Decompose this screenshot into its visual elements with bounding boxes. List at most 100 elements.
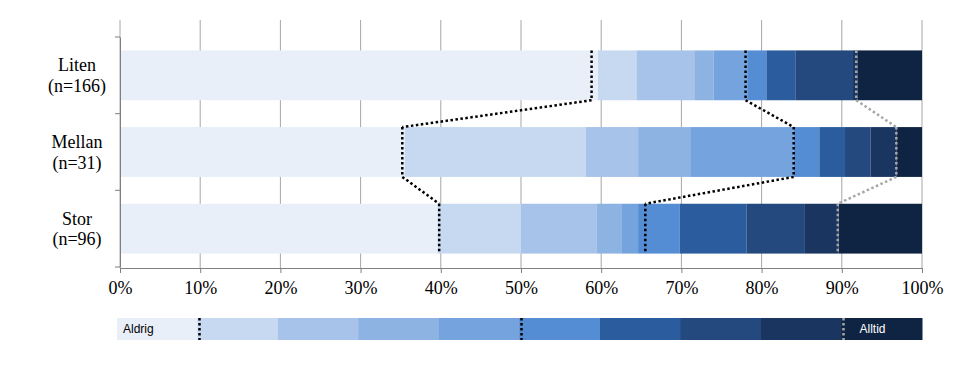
marker-connector bbox=[645, 177, 793, 204]
x-tick: 20% bbox=[264, 268, 297, 298]
y-tick-label: Stor(n=96) bbox=[52, 209, 101, 251]
bar-segment bbox=[795, 50, 853, 100]
grid-line bbox=[120, 20, 121, 268]
y-axis-line bbox=[120, 38, 121, 268]
legend-swatch bbox=[600, 318, 681, 340]
legend-swatch bbox=[439, 318, 520, 340]
x-tick-label: 100% bbox=[902, 278, 944, 298]
x-tick-mark bbox=[120, 268, 121, 273]
x-tick: 10% bbox=[184, 268, 217, 298]
legend-swatch bbox=[278, 318, 359, 340]
x-tick-label: 70% bbox=[665, 278, 698, 298]
y-tick: Liten(n=166) bbox=[48, 55, 120, 97]
bar-segment bbox=[598, 50, 636, 100]
x-tick-label: 50% bbox=[505, 278, 538, 298]
marker bbox=[792, 127, 795, 177]
bar-segment bbox=[766, 50, 795, 100]
x-tick-label: 90% bbox=[826, 278, 859, 298]
legend-swatch bbox=[681, 318, 762, 340]
x-tick-label: 60% bbox=[585, 278, 618, 298]
bar-segment bbox=[746, 204, 805, 254]
legend-swatch bbox=[842, 318, 923, 340]
bar-segment bbox=[521, 204, 596, 254]
x-tick-mark bbox=[762, 268, 763, 273]
x-tick-mark bbox=[842, 268, 843, 273]
legend-marker bbox=[520, 318, 523, 340]
x-tick-mark bbox=[441, 268, 442, 273]
marker bbox=[401, 127, 404, 177]
chart: 0% 10% 20% 30% 40% 50% 60% 70% 80% 90% 100% Liten(n… bbox=[0, 0, 976, 365]
legend: AldrigAlltid bbox=[117, 318, 923, 340]
marker bbox=[744, 50, 747, 100]
x-tick: 80% bbox=[746, 268, 779, 298]
marker-connector bbox=[402, 177, 439, 204]
legend-swatch bbox=[761, 318, 842, 340]
x-tick: 60% bbox=[585, 268, 618, 298]
series bbox=[120, 50, 598, 253]
bar-segment bbox=[713, 50, 747, 100]
y-boundary-tick bbox=[115, 113, 120, 114]
bar-segment bbox=[638, 204, 680, 254]
bar-segment bbox=[621, 204, 638, 254]
x-tick: 50% bbox=[505, 268, 538, 298]
bar-segment bbox=[845, 127, 871, 177]
plot-area bbox=[120, 50, 922, 253]
x-tick-label: 10% bbox=[184, 278, 217, 298]
bar-segment bbox=[853, 50, 858, 100]
y-boundary-tick bbox=[115, 190, 120, 191]
bar-segment bbox=[819, 127, 845, 177]
x-tick-label: 40% bbox=[425, 278, 458, 298]
x-tick: 30% bbox=[345, 268, 378, 298]
marker bbox=[438, 204, 441, 254]
marker-connector bbox=[746, 100, 794, 127]
legend-marker bbox=[842, 318, 845, 340]
x-tick-label: 80% bbox=[746, 278, 779, 298]
marker-connector bbox=[402, 100, 591, 127]
x-tick-label: 0% bbox=[109, 278, 133, 298]
bar-segment bbox=[120, 127, 405, 177]
bar-segment bbox=[690, 127, 793, 177]
y-boundary-tick bbox=[115, 37, 120, 38]
bar-segment bbox=[680, 204, 747, 254]
legend-swatch bbox=[359, 318, 440, 340]
marker-line bbox=[645, 50, 793, 253]
x-tick: 0% bbox=[109, 268, 133, 298]
legend-marker bbox=[198, 318, 201, 340]
marker-connector bbox=[856, 100, 896, 127]
x-tick-mark bbox=[521, 268, 522, 273]
series bbox=[521, 50, 694, 253]
y-axis: Liten(n=166) Mellan(n=31) Stor(n=96) bbox=[48, 38, 121, 268]
bar-segment bbox=[839, 204, 922, 254]
bar-segment bbox=[794, 127, 820, 177]
marker-line bbox=[402, 50, 591, 253]
legend-label: Aldrig bbox=[123, 322, 154, 336]
bar-segment bbox=[586, 127, 638, 177]
bar-segment bbox=[858, 50, 922, 100]
marker-connector bbox=[838, 177, 897, 204]
marker-line bbox=[838, 50, 897, 253]
bar-segment bbox=[405, 127, 586, 177]
bar-segment bbox=[871, 127, 897, 177]
series bbox=[638, 50, 819, 253]
bar-segment bbox=[805, 204, 839, 254]
y-boundary-ticks bbox=[115, 37, 120, 267]
x-tick-mark bbox=[361, 268, 362, 273]
x-tick-mark bbox=[922, 268, 923, 273]
bar-segment bbox=[694, 50, 713, 100]
x-tick-mark bbox=[280, 268, 281, 273]
y-tick: Stor(n=96) bbox=[52, 209, 120, 251]
grid bbox=[120, 20, 922, 268]
y-boundary-tick bbox=[115, 267, 120, 268]
y-tick-label: Mellan(n=31) bbox=[52, 132, 103, 174]
x-tick-mark bbox=[200, 268, 201, 273]
x-tick-label: 30% bbox=[345, 278, 378, 298]
series bbox=[839, 50, 922, 253]
bar-segment bbox=[596, 204, 621, 254]
marker bbox=[855, 50, 858, 100]
x-tick: 70% bbox=[665, 268, 698, 298]
bar-segment bbox=[638, 127, 690, 177]
x-tick-label: 20% bbox=[264, 278, 297, 298]
legend-swatch bbox=[198, 318, 279, 340]
bar-segment bbox=[438, 204, 521, 254]
marker bbox=[590, 50, 593, 100]
